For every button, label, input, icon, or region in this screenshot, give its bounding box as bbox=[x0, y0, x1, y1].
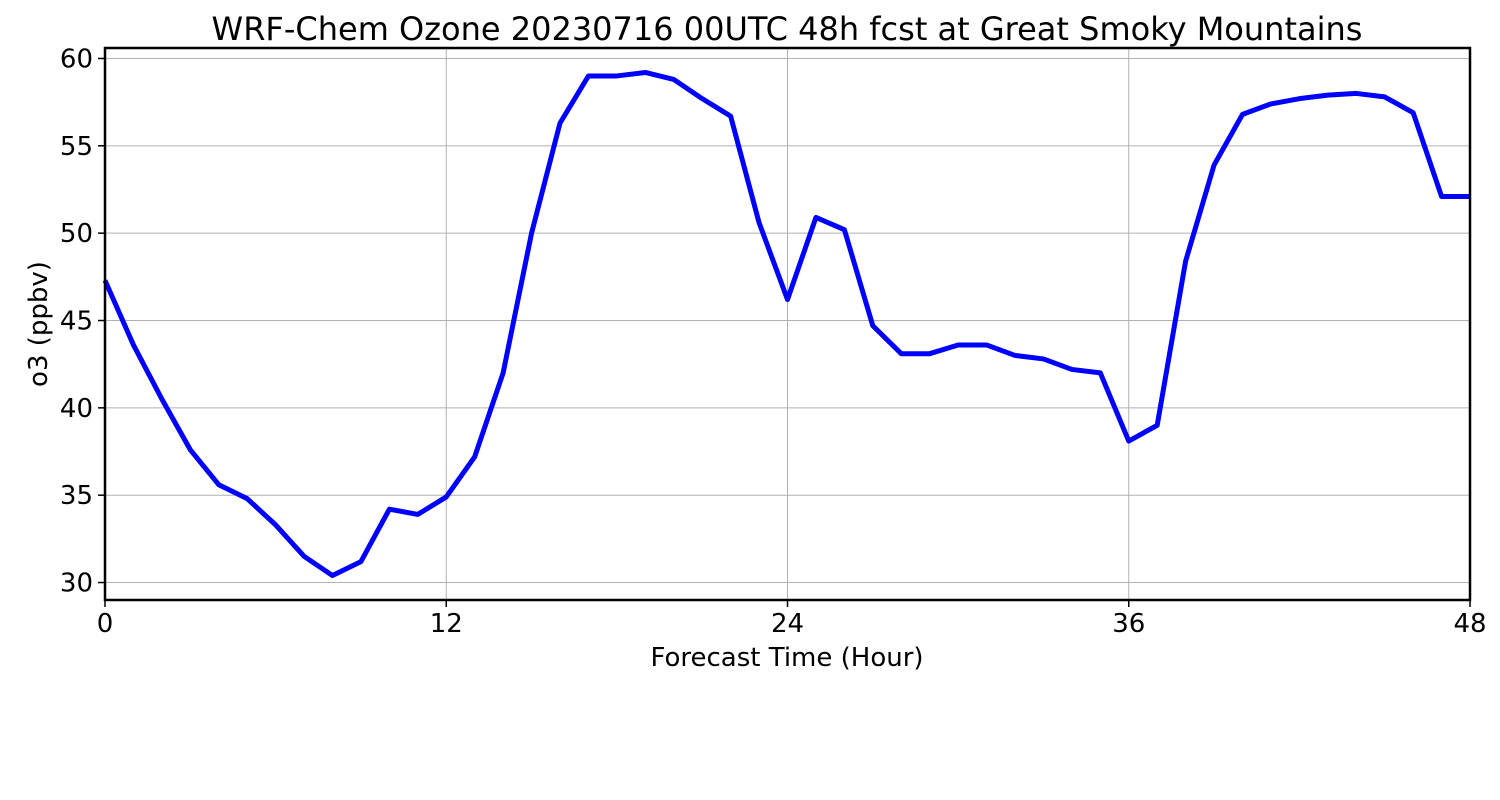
grid-lines bbox=[104, 48, 1471, 600]
series-layer bbox=[102, 69, 1470, 579]
y-axis-label: o3 (ppbv) bbox=[24, 261, 54, 387]
x-tick-label: 12 bbox=[430, 609, 463, 639]
y-tick-label: 50 bbox=[60, 219, 93, 249]
y-tick-label: 30 bbox=[60, 569, 93, 599]
x-tick-label: 48 bbox=[1453, 609, 1486, 639]
ozone-series-line bbox=[102, 69, 1470, 579]
x-tick-label: 24 bbox=[771, 609, 804, 639]
x-axis-label: Forecast Time (Hour) bbox=[650, 643, 923, 673]
y-tick-label: 55 bbox=[60, 132, 93, 162]
y-tick-label: 35 bbox=[60, 481, 93, 511]
y-tick-label: 45 bbox=[60, 307, 93, 337]
y-tick-label: 40 bbox=[60, 394, 93, 424]
axis-ticks: 0 12 24 36 48 30 35 40 45 50 55 60 bbox=[60, 44, 1487, 639]
chart-title: WRF-Chem Ozone 20230716 00UTC 48h fcst a… bbox=[212, 10, 1363, 48]
x-tick-label: 0 bbox=[97, 609, 114, 639]
y-tick-label: 60 bbox=[60, 44, 93, 74]
x-tick-label: 36 bbox=[1112, 609, 1145, 639]
